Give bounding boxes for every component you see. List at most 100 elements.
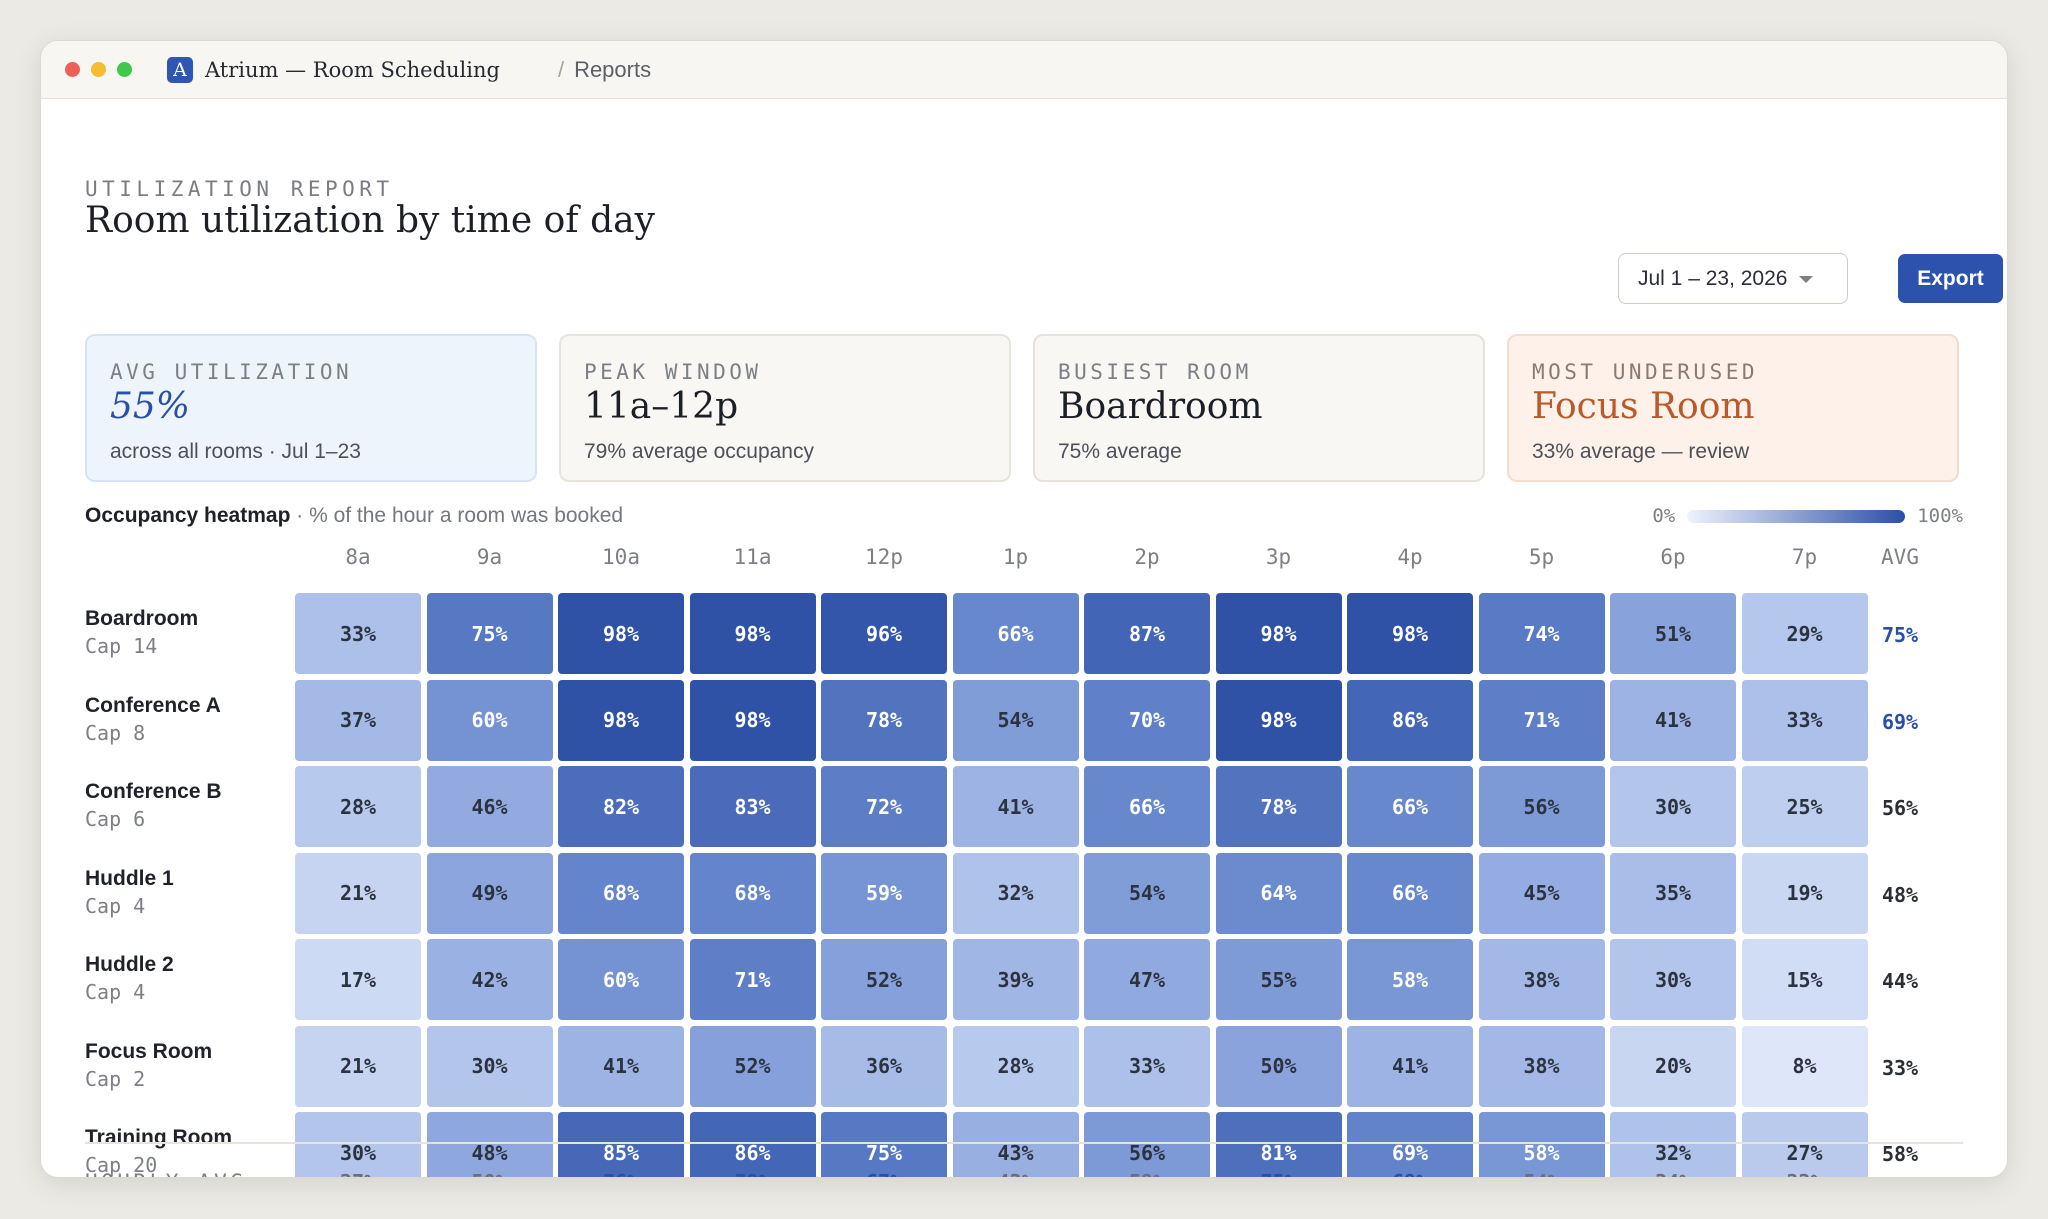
heatmap-cell[interactable]: 32% [1610,1112,1736,1177]
heatmap-cell[interactable]: 30% [1610,766,1736,847]
heatmap-cell[interactable]: 60% [558,939,684,1020]
heatmap-cell[interactable]: 83% [689,766,816,847]
heatmap-cell[interactable]: 38% [1478,1025,1605,1107]
heatmap-cell[interactable]: 66% [1347,766,1473,847]
heatmap-cell[interactable]: 78% [1215,766,1342,847]
heatmap-cell[interactable]: 42% [426,939,553,1020]
heatmap-cell[interactable]: 17% [295,939,421,1020]
heatmap-cell[interactable]: 98% [689,679,816,761]
maximize-window-button[interactable] [117,62,132,77]
hourly-average: 69% [1347,1170,1473,1177]
heatmap-cell[interactable]: 30% [295,1112,421,1177]
heatmap-cell[interactable]: 64% [1215,852,1342,934]
kpi-card-peak-window: PEAK WINDOW 11a–12p 79% average occupanc… [559,334,1011,482]
heatmap-cell[interactable]: 48% [426,1112,553,1177]
heatmap-cell[interactable]: 98% [1215,593,1342,674]
heatmap-cell[interactable]: 75% [426,593,553,674]
kpi-value: 55% [110,386,191,427]
heatmap-cell[interactable]: 72% [821,766,947,847]
heatmap-cell[interactable]: 52% [821,939,947,1020]
heatmap-cell[interactable]: 41% [1610,679,1736,761]
heatmap-cell[interactable]: 21% [295,1025,421,1107]
heatmap-cell[interactable]: 36% [821,1025,947,1107]
heatmap-cell[interactable]: 71% [1478,679,1605,761]
heatmap-cell[interactable]: 46% [426,766,553,847]
heatmap-cell[interactable]: 98% [558,593,684,674]
heatmap-cell[interactable]: 33% [1084,1025,1210,1107]
heatmap-cell[interactable]: 58% [1478,1112,1605,1177]
export-button[interactable]: Export [1898,254,2003,303]
heatmap-cell[interactable]: 38% [1478,939,1605,1020]
heatmap-cell[interactable]: 82% [558,766,684,847]
heatmap-cell[interactable]: 70% [1084,679,1210,761]
column-header-1p: 1p [1002,545,1029,569]
heatmap-cell[interactable]: 28% [952,1025,1079,1107]
hourly-average: 27% [295,1170,421,1177]
heatmap-cell[interactable]: 47% [1084,939,1210,1020]
heatmap-cell[interactable]: 74% [1478,593,1605,674]
heatmap-cell[interactable]: 52% [689,1025,816,1107]
heatmap-cell[interactable]: 27% [1741,1112,1868,1177]
heatmap-cell[interactable]: 41% [558,1025,684,1107]
heatmap-cell[interactable]: 98% [689,593,816,674]
hourly-average: 54% [1479,1170,1605,1177]
breadcrumb-reports[interactable]: Reports [574,56,652,82]
heatmap-cell[interactable]: 66% [952,593,1079,674]
heatmap-cell[interactable]: 49% [426,852,553,934]
heatmap-cell[interactable]: 41% [1347,1025,1473,1107]
heatmap-cell[interactable]: 25% [1741,766,1868,847]
heatmap-cell[interactable]: 28% [295,766,421,847]
heatmap-cell[interactable]: 66% [1084,766,1210,847]
heatmap-cell[interactable]: 54% [952,679,1079,761]
close-window-button[interactable] [65,62,80,77]
heatmap-cell[interactable]: 54% [1084,852,1210,934]
footer-divider [85,1142,1963,1144]
heatmap-cell[interactable]: 21% [295,852,421,934]
heatmap-cell[interactable]: 58% [1347,939,1473,1020]
heatmap-cell[interactable]: 41% [952,766,1079,847]
heatmap-cell[interactable]: 96% [821,593,947,674]
heatmap-cell[interactable]: 8% [1741,1025,1868,1107]
heatmap-cell[interactable]: 55% [1215,939,1342,1020]
heatmap-cell[interactable]: 98% [1215,679,1342,761]
heatmap-cell[interactable]: 45% [1478,852,1605,934]
heatmap-cell[interactable]: 86% [689,1112,816,1177]
heatmap-cell[interactable]: 37% [295,679,421,761]
heatmap-cell[interactable]: 68% [558,852,684,934]
heatmap-cell[interactable]: 43% [952,1112,1079,1177]
heatmap-cell[interactable]: 87% [1084,593,1210,674]
heatmap-cell[interactable]: 66% [1347,852,1473,934]
heatmap-cell[interactable]: 69% [1347,1112,1473,1177]
heatmap-cell[interactable]: 30% [426,1025,553,1107]
heatmap-cell[interactable]: 78% [821,679,947,761]
hourly-average: 75% [1216,1170,1342,1177]
column-header-2p: 2p [1134,545,1160,569]
heatmap-cell[interactable]: 39% [952,939,1079,1020]
heatmap-cell[interactable]: 50% [1215,1025,1342,1107]
heatmap-cell[interactable]: 60% [426,679,553,761]
heatmap-cell[interactable]: 33% [1741,679,1868,761]
heatmap-cell[interactable]: 81% [1215,1112,1342,1177]
heatmap-cell[interactable]: 85% [558,1112,684,1177]
heatmap-cell[interactable]: 68% [689,852,816,934]
heatmap-cell[interactable]: 20% [1610,1025,1736,1107]
heatmap-cell[interactable]: 32% [952,852,1079,934]
row-label: Huddle 2 Cap 4 [85,953,174,1004]
heatmap-cell[interactable]: 29% [1741,593,1868,674]
date-range-select[interactable]: Jul 1 – 23, 2026 [1618,253,1848,304]
heatmap-cell[interactable]: 51% [1610,593,1736,674]
heatmap-cell[interactable]: 75% [821,1112,947,1177]
heatmap-cell[interactable]: 19% [1741,852,1868,934]
heatmap-cell[interactable]: 86% [1347,679,1473,761]
heatmap-cell[interactable]: 56% [1478,766,1605,847]
heatmap-cell[interactable]: 98% [1347,593,1473,674]
heatmap-cell[interactable]: 33% [295,593,421,674]
heatmap-cell[interactable]: 71% [689,939,816,1020]
minimize-window-button[interactable] [91,62,106,77]
heatmap-cell[interactable]: 35% [1610,852,1736,934]
heatmap-cell[interactable]: 59% [821,852,947,934]
heatmap-cell[interactable]: 15% [1741,939,1868,1020]
heatmap-cell[interactable]: 56% [1084,1112,1210,1177]
heatmap-cell[interactable]: 30% [1610,939,1736,1020]
heatmap-cell[interactable]: 98% [558,679,684,761]
